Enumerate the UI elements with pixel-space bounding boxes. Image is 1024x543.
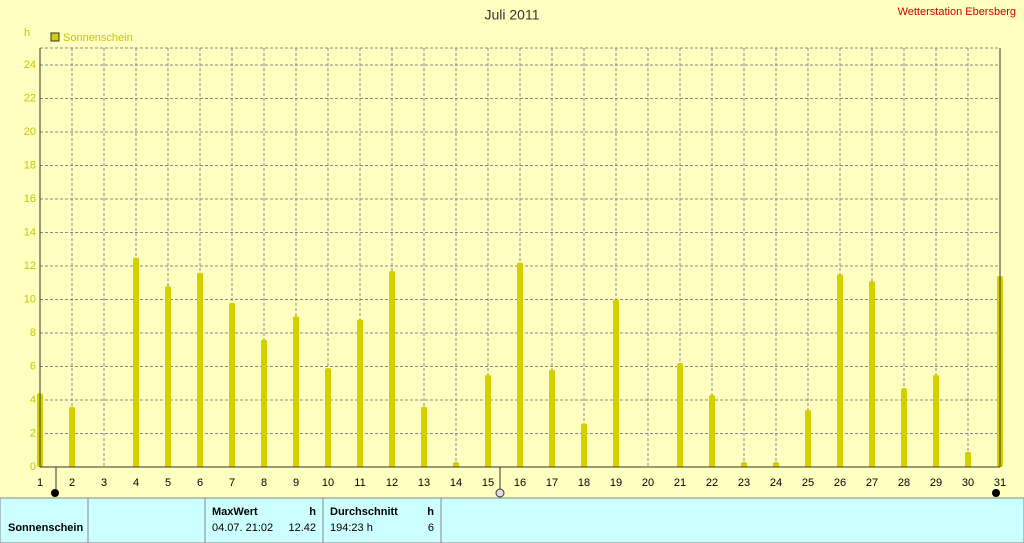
bar (517, 262, 523, 467)
x-tick-label: 12 (386, 477, 398, 489)
x-tick-label: 6 (197, 477, 203, 489)
x-tick-label: 25 (802, 477, 814, 489)
avg-value: 6 (428, 522, 434, 534)
x-tick-label: 5 (165, 477, 171, 489)
bar (357, 319, 363, 467)
avg-total: 194:23 h (330, 522, 373, 534)
x-tick-label: 2 (69, 477, 75, 489)
y-tick-label: 22 (24, 92, 36, 104)
marker (495, 488, 505, 498)
bar (677, 363, 683, 467)
x-tick-label: 7 (229, 477, 235, 489)
x-tick-label: 24 (770, 477, 782, 489)
x-tick-label: 27 (866, 477, 878, 489)
x-tick-label: 9 (293, 477, 299, 489)
chart-title: Juli 2011 (484, 7, 539, 23)
x-tick-label: 28 (898, 477, 910, 489)
x-tick-label: 30 (962, 477, 974, 489)
legend-label: Sonnenschein (63, 32, 133, 44)
y-tick-label: 12 (24, 260, 36, 272)
x-tick-label: 16 (514, 477, 526, 489)
y-tick-label: 18 (24, 159, 36, 171)
bar (837, 274, 843, 467)
x-tick-label: 14 (450, 477, 462, 489)
y-tick-label: 6 (30, 360, 36, 372)
bar (325, 368, 331, 467)
x-tick-label: 19 (610, 477, 622, 489)
marker (992, 489, 1000, 497)
max-unit: h (309, 506, 316, 518)
x-tick-label: 17 (546, 477, 558, 489)
x-tick-label: 29 (930, 477, 942, 489)
x-tick-label: 4 (133, 477, 139, 489)
avg-unit: h (427, 506, 434, 518)
avg-header: Durchschnitt (330, 506, 398, 518)
y-tick-label: 20 (24, 126, 36, 138)
x-tick-label: 26 (834, 477, 846, 489)
bar (741, 461, 747, 467)
x-tick-label: 3 (101, 477, 107, 489)
x-tick-label: 1 (37, 477, 43, 489)
x-tick-label: 18 (578, 477, 590, 489)
max-date: 04.07. 21:02 (212, 522, 273, 534)
x-tick-label: 8 (261, 477, 267, 489)
station-name: Wetterstation Ebersberg (898, 6, 1016, 18)
y-axis-label: h (24, 27, 30, 39)
y-tick-label: 2 (30, 427, 36, 439)
bar (69, 406, 75, 467)
x-tick-label: 21 (674, 477, 686, 489)
x-tick-label: 20 (642, 477, 654, 489)
marker (51, 489, 59, 497)
bar (549, 369, 555, 467)
bar (165, 286, 171, 467)
bar (293, 316, 299, 467)
bar (709, 394, 715, 467)
bar (485, 374, 491, 467)
bar (613, 299, 619, 467)
row-label: Sonnenschein (8, 522, 83, 534)
bar (901, 388, 907, 467)
y-tick-label: 10 (24, 293, 36, 305)
x-tick-label: 15 (482, 477, 494, 489)
bar (389, 271, 395, 467)
y-tick-label: 0 (30, 461, 36, 473)
x-tick-label: 31 (994, 477, 1006, 489)
bar (933, 374, 939, 467)
x-tick-label: 23 (738, 477, 750, 489)
bar (869, 281, 875, 467)
bar (421, 406, 427, 467)
bar (133, 257, 139, 467)
y-tick-label: 24 (24, 59, 36, 71)
y-tick-label: 8 (30, 327, 36, 339)
x-tick-label: 13 (418, 477, 430, 489)
y-tick-label: 16 (24, 193, 36, 205)
bar (261, 339, 267, 467)
y-tick-label: 14 (24, 226, 36, 238)
y-tick-label: 4 (30, 394, 36, 406)
bar (773, 461, 779, 467)
bar (581, 423, 587, 467)
bar (229, 302, 235, 467)
x-tick-label: 11 (354, 477, 365, 489)
bar (805, 410, 811, 467)
bar (965, 451, 971, 467)
legend-swatch (50, 32, 60, 42)
x-tick-label: 22 (706, 477, 718, 489)
max-header: MaxWert (212, 506, 258, 518)
footer-panel (0, 497, 1024, 543)
bar (197, 272, 203, 467)
bar (453, 461, 459, 467)
max-value: 12.42 (288, 522, 316, 534)
x-tick-label: 10 (322, 477, 334, 489)
